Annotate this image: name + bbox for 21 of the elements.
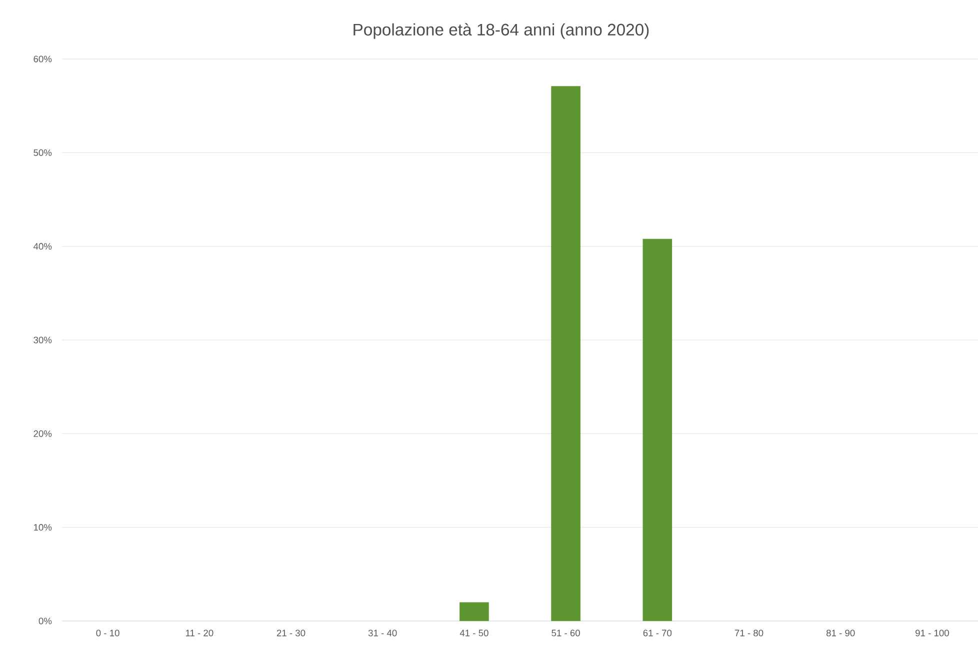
y-tick-label: 10% bbox=[34, 524, 52, 531]
x-tick-label: 41 - 50 bbox=[460, 630, 488, 636]
bar bbox=[551, 86, 580, 621]
x-tick-label: 81 - 90 bbox=[826, 630, 855, 636]
x-tick-label: 51 - 60 bbox=[552, 630, 580, 636]
x-tick-label: 61 - 70 bbox=[643, 630, 672, 636]
x-tick-label: 21 - 30 bbox=[276, 630, 306, 636]
x-tick-label: 0 - 10 bbox=[96, 630, 120, 636]
y-tick-label: 50% bbox=[34, 149, 52, 156]
chart-title: Popolazione età 18-64 anni (anno 2020) bbox=[354, 23, 649, 39]
y-tick-label: 30% bbox=[34, 336, 52, 344]
y-tick-label: 20% bbox=[34, 430, 52, 437]
bar bbox=[642, 238, 672, 621]
x-tick-label: 11 - 20 bbox=[186, 630, 214, 636]
x-tick-label: 31 - 40 bbox=[368, 630, 397, 636]
y-tick-label: 0% bbox=[38, 618, 52, 624]
y-tick-label: 60% bbox=[34, 56, 52, 62]
bar bbox=[460, 602, 489, 621]
y-tick-label: 40% bbox=[33, 243, 52, 250]
x-tick-label: 91 - 100 bbox=[916, 630, 949, 636]
x-tick-label: 71 - 80 bbox=[734, 630, 764, 636]
